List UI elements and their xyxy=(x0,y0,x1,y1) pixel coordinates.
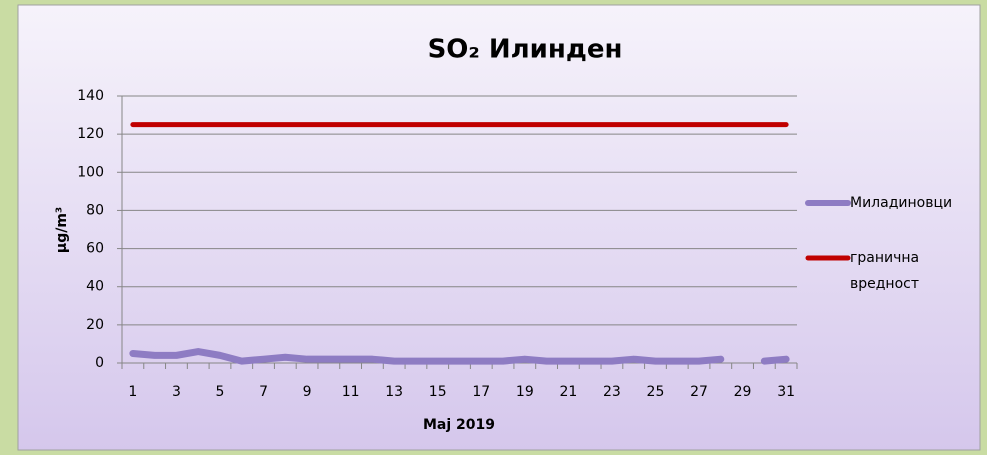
x-tick-label: 9 xyxy=(303,384,312,400)
y-axis-label: μg/m³ xyxy=(54,207,70,253)
x-axis-label: Maj 2019 xyxy=(423,417,495,433)
x-tick-label: 15 xyxy=(429,384,447,400)
series-line xyxy=(129,348,790,365)
x-tick-label: 3 xyxy=(172,384,181,400)
x-tick-label: 11 xyxy=(342,384,360,400)
chart-panel xyxy=(17,4,981,451)
x-tick-label: 21 xyxy=(559,384,577,400)
x-tick-label: 25 xyxy=(647,384,665,400)
legend-label: Миладиновци xyxy=(850,195,953,211)
legend-label: гранична вредност xyxy=(850,250,920,292)
x-tick-label: 5 xyxy=(216,384,225,400)
y-tick-label: 100 xyxy=(77,164,104,180)
x-tick-label: 1 xyxy=(128,384,137,400)
chart-title: SO₂ Илинден xyxy=(428,35,623,65)
x-tick-label: 7 xyxy=(259,384,268,400)
y-tick-label: 80 xyxy=(86,202,104,218)
x-tick-label: 17 xyxy=(472,384,490,400)
y-tick-label: 40 xyxy=(86,279,104,295)
x-tick-label: 23 xyxy=(603,384,621,400)
x-tick-label: 29 xyxy=(734,384,752,400)
y-tick-label: 60 xyxy=(86,241,104,257)
y-tick-label: 0 xyxy=(95,355,104,371)
y-tick-label: 20 xyxy=(86,317,104,333)
y-tick-label: 120 xyxy=(77,126,104,142)
x-tick-label: 27 xyxy=(690,384,708,400)
x-tick-label: 19 xyxy=(516,384,534,400)
x-tick-label: 31 xyxy=(777,384,795,400)
x-tick-label: 13 xyxy=(385,384,403,400)
y-tick-label: 140 xyxy=(77,88,104,104)
